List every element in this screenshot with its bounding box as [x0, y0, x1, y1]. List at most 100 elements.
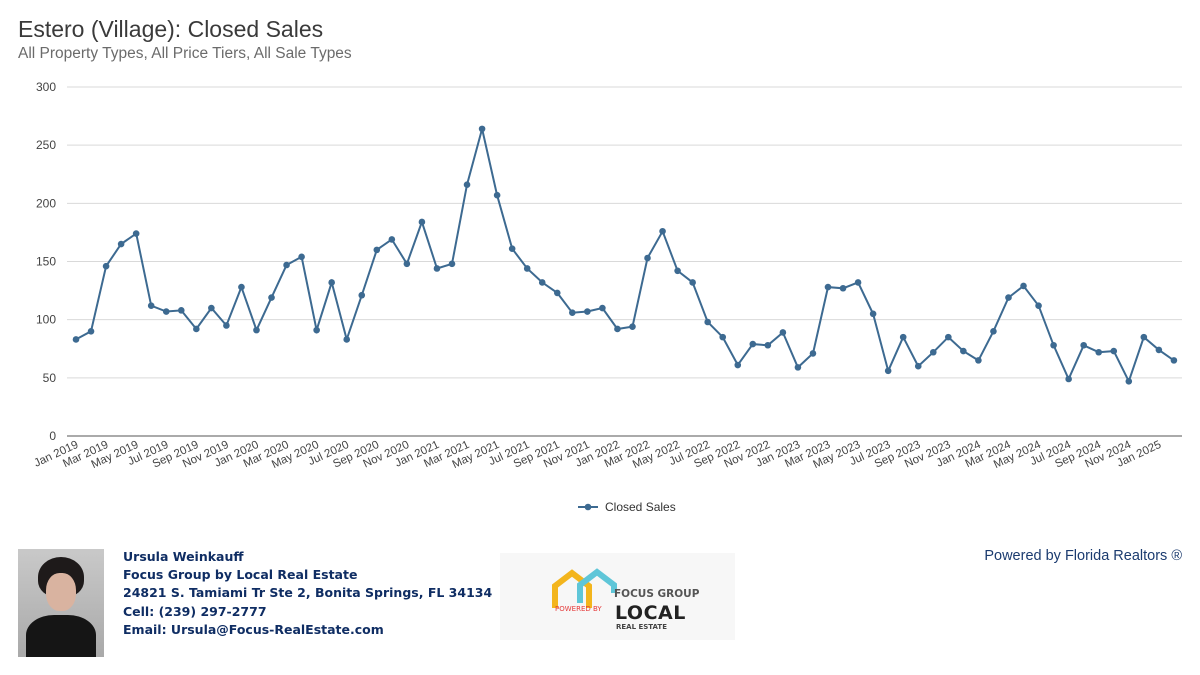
data-point [177, 307, 185, 314]
data-point [1110, 347, 1118, 355]
data-point [1170, 357, 1178, 364]
data-point [854, 279, 862, 286]
data-point [343, 336, 351, 343]
data-point [704, 318, 711, 326]
data-point [749, 340, 757, 348]
agent-company: Focus Group by Local Real Estate [123, 567, 358, 583]
data-point [719, 333, 727, 341]
data-point [884, 367, 892, 375]
agent-contact-block: Ursula Weinkauff Focus Group by Local Re… [123, 548, 492, 639]
data-point [87, 328, 95, 335]
data-point [1065, 375, 1072, 383]
data-point [1125, 378, 1133, 385]
data-point [72, 336, 80, 343]
data-point [779, 329, 787, 336]
data-point [268, 294, 275, 301]
data-point [162, 308, 170, 315]
data-point [674, 267, 681, 275]
data-point [764, 341, 772, 349]
agent-email: Email: Ursula@Focus-RealEstate.com [123, 621, 384, 637]
data-point [584, 308, 591, 315]
chart-title: Estero (Village): Closed Sales [18, 16, 324, 42]
data-point [794, 364, 802, 371]
agent-address: 24821 S. Tamiami Tr Ste 2, Bonita Spring… [123, 585, 493, 601]
data-point [659, 227, 666, 235]
data-point [463, 181, 471, 189]
data-point [839, 284, 847, 292]
data-point [734, 361, 742, 369]
data-point [1095, 348, 1103, 356]
data-point [313, 326, 320, 334]
data-point [569, 309, 576, 316]
data-point [1050, 341, 1057, 349]
y-tick-label: 0 [49, 429, 56, 443]
chart-subtitle: All Property Types, All Price Tiers, All… [18, 45, 352, 62]
data-point [208, 304, 215, 312]
data-point [418, 218, 426, 226]
data-point [403, 260, 411, 268]
data-point [614, 325, 621, 333]
data-point [358, 291, 366, 299]
y-tick-label: 100 [36, 313, 56, 327]
data-point [433, 265, 441, 272]
data-point [298, 253, 305, 261]
data-point [960, 347, 967, 355]
data-point [553, 289, 561, 297]
data-point [493, 191, 501, 199]
data-point [644, 254, 651, 262]
logo-focus-group-text: FOCUS GROUP [614, 588, 700, 600]
legend-marker [584, 503, 592, 511]
data-point [990, 328, 997, 335]
company-logo [500, 553, 735, 640]
logo-powered-by-text: POWERED BY [555, 605, 602, 613]
data-point [283, 261, 290, 269]
powered-by-text: Powered by Florida Realtors ® [984, 548, 1182, 564]
data-point [373, 246, 381, 254]
data-point [1035, 302, 1042, 310]
data-point [1020, 282, 1027, 290]
data-point [478, 125, 486, 133]
data-point [809, 350, 817, 357]
y-tick-label: 250 [36, 138, 56, 152]
data-point [193, 325, 200, 333]
data-point [523, 265, 531, 272]
data-point [914, 362, 922, 370]
data-point [508, 245, 516, 253]
y-tick-label: 50 [43, 371, 57, 385]
y-tick-label: 150 [36, 255, 56, 269]
data-point [132, 230, 140, 237]
y-tick-label: 200 [36, 196, 56, 210]
data-point [629, 323, 636, 330]
data-point [117, 240, 125, 248]
data-point [238, 283, 245, 291]
data-point [975, 357, 982, 364]
data-point [223, 322, 230, 329]
data-point [448, 260, 456, 268]
agent-name: Ursula Weinkauff [123, 549, 244, 564]
logo-real-estate-text: REAL ESTATE [616, 623, 667, 631]
data-point [599, 304, 606, 312]
agent-cell: Cell: (239) 297-2777 [123, 603, 267, 619]
data-point [1080, 341, 1087, 349]
logo-local-text: LOCAL [615, 602, 686, 624]
data-point [147, 302, 155, 310]
data-point [538, 279, 546, 286]
series-line-closed-sales [75, 128, 1175, 384]
data-point [1155, 346, 1163, 354]
agent-photo [18, 549, 104, 657]
logo-house-icon [552, 568, 617, 608]
data-point [1140, 333, 1148, 341]
data-point [869, 310, 877, 318]
y-tick-label: 300 [36, 80, 56, 94]
data-point [253, 326, 260, 334]
data-point [689, 279, 696, 286]
data-point [388, 236, 396, 243]
legend-label: Closed Sales [605, 500, 676, 514]
data-point [945, 333, 952, 341]
data-point [899, 333, 907, 341]
data-point [1005, 294, 1012, 301]
data-point [929, 348, 937, 356]
data-point [328, 279, 335, 286]
data-point [824, 283, 832, 291]
